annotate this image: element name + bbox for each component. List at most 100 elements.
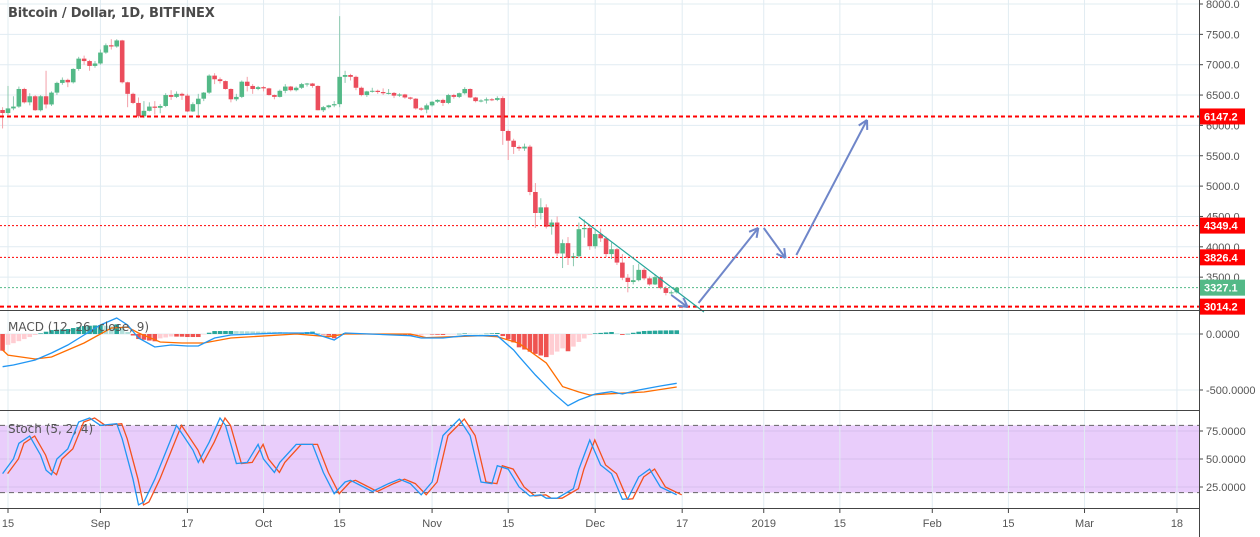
candle-body	[630, 280, 636, 283]
arrow-shaft	[697, 227, 760, 304]
candle-body	[500, 98, 506, 131]
macd-histogram-bar	[32, 334, 38, 336]
candle-body	[337, 76, 342, 105]
candle-body	[652, 277, 658, 285]
candle-body	[669, 292, 674, 294]
macd-histogram-bar	[663, 330, 669, 334]
price-tick-label: 7000.0	[1206, 60, 1240, 72]
macd-histogram-bar	[495, 332, 500, 334]
candle-body	[456, 93, 462, 97]
candle-body	[266, 88, 272, 96]
macd-histogram-bar	[429, 334, 435, 335]
price-level-badge	[1200, 279, 1245, 296]
candle-body	[348, 75, 353, 77]
candle-body	[326, 105, 332, 108]
macd-histogram-bar	[87, 325, 92, 334]
macd-histogram-bar	[560, 334, 565, 349]
candle-body	[511, 140, 516, 147]
macd-histogram-bar	[408, 334, 413, 336]
macd-histogram-bar	[326, 334, 332, 336]
macd-histogram-bar	[76, 327, 81, 334]
macd-histogram-bar	[201, 334, 207, 335]
price-level-label: 3826.4	[1204, 252, 1239, 264]
macd-histogram-bar	[527, 334, 533, 352]
candle-body	[174, 93, 179, 97]
candle-body	[201, 92, 207, 99]
candle-body	[92, 63, 98, 66]
candle-body	[234, 96, 239, 100]
macd-histogram-bar	[250, 331, 255, 334]
macd-histogram-bar	[522, 334, 527, 350]
arrow-shaft	[795, 119, 868, 256]
macd-histogram-bar	[130, 334, 136, 336]
candle-body	[185, 95, 190, 112]
macd-histogram-bar	[223, 330, 228, 334]
macd-histogram-bar	[65, 329, 71, 334]
macd-histogram-bar	[614, 333, 620, 334]
candle-body	[614, 249, 620, 263]
macd-histogram-bar	[152, 334, 158, 342]
macd-histogram-bar	[179, 334, 185, 337]
price-tick-label: 5500.0	[1206, 151, 1240, 163]
macd-histogram-bar	[22, 334, 27, 340]
candle-body	[315, 85, 321, 111]
time-tick-label: 18	[1171, 518, 1183, 530]
macd-signal-line	[2, 326, 677, 396]
macd-histogram-bar	[587, 334, 593, 335]
macd-histogram-bar	[11, 334, 16, 344]
candle-body	[321, 107, 326, 111]
arrow-head	[682, 297, 689, 308]
candle-body	[592, 234, 598, 247]
macd-histogram-bar	[484, 333, 489, 335]
macd-histogram-bar	[456, 333, 462, 335]
candle-body	[11, 106, 16, 109]
macd-histogram-bar	[92, 325, 98, 334]
macd-histogram-bar	[206, 332, 212, 334]
candle-body	[228, 88, 234, 100]
macd-histogram-bar	[418, 334, 424, 336]
trend-line	[578, 216, 705, 313]
candle-body	[473, 97, 478, 102]
candle-body	[119, 40, 125, 83]
candle-body	[620, 262, 625, 278]
candle-body	[212, 75, 217, 80]
macd-histogram-bar	[620, 334, 625, 335]
macd-histogram-bar	[190, 334, 196, 338]
candle-body	[152, 106, 158, 108]
candle-body	[5, 108, 11, 114]
candle-body	[114, 40, 120, 47]
price-tick-label: 8000.0	[1206, 0, 1240, 11]
candle-body	[130, 93, 136, 103]
macd-histogram-bar	[98, 325, 103, 334]
macd-histogram-bar	[598, 332, 603, 334]
macd-histogram-bar	[261, 331, 266, 334]
candle-body	[446, 95, 451, 103]
price-level-badge	[1200, 108, 1245, 125]
macd-line	[2, 317, 677, 407]
candle-body	[554, 222, 560, 254]
macd-histogram-bar	[244, 331, 250, 334]
candle-body	[375, 90, 381, 93]
arrow-head	[748, 227, 759, 233]
macd-histogram-bar	[174, 334, 179, 337]
macd-histogram-bar	[630, 332, 636, 334]
macd-histogram-bar	[234, 331, 239, 334]
macd-histogram-bar	[0, 334, 5, 351]
candle-body	[277, 90, 283, 97]
candle-body	[190, 104, 196, 112]
macd-histogram-bar	[239, 331, 245, 334]
time-tick-label: 2019	[751, 518, 775, 530]
candle-body	[516, 146, 522, 149]
price-level-label: 3327.1	[1204, 283, 1238, 295]
candle-body	[603, 238, 609, 255]
macd-histogram-bar	[141, 334, 147, 340]
macd-histogram-bar	[168, 334, 174, 337]
price-level-label: 3014.2	[1204, 302, 1238, 314]
macd-histogram-bar	[451, 334, 457, 335]
candle-body	[76, 58, 81, 69]
arrow-head	[858, 119, 868, 127]
macd-histogram-bar	[505, 334, 511, 340]
macd-histogram-bar	[54, 329, 60, 334]
candle-body	[331, 104, 337, 106]
